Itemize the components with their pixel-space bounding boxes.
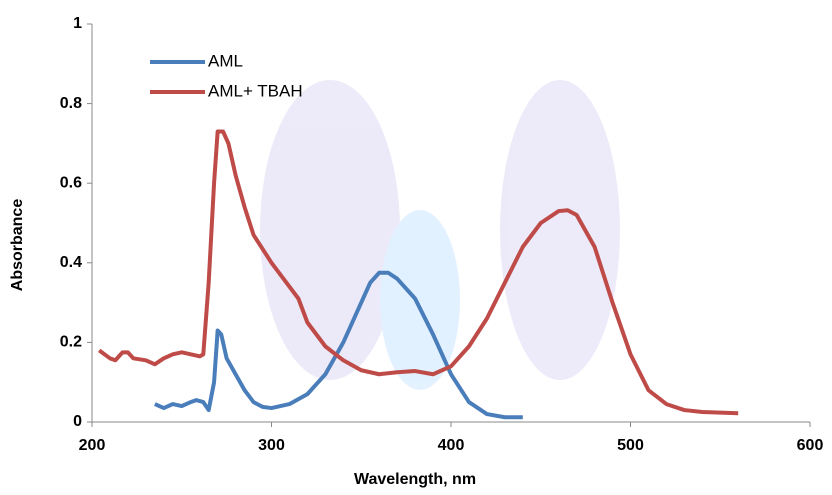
- x-tick-label: 400: [438, 437, 465, 454]
- y-tick-label: 0.6: [60, 174, 82, 191]
- y-tick-label: 0.8: [60, 95, 82, 112]
- legend: AML: [208, 51, 243, 70]
- y-tick-label: 0: [73, 413, 82, 430]
- x-tick-label: 300: [258, 437, 285, 454]
- x-tick-label: 200: [79, 437, 106, 454]
- data-line: [154, 270, 523, 420]
- y-axis-title: Absorbance: [9, 199, 26, 292]
- x-tick-label: 500: [617, 437, 644, 454]
- y-tick-label: 1: [73, 15, 82, 32]
- data-line: [97, 129, 739, 416]
- y-tick-label: 0.2: [60, 334, 82, 351]
- legend: AML+ TBAH: [208, 81, 303, 100]
- y-tick-label: 0.4: [60, 254, 82, 271]
- x-tick-label: 600: [797, 437, 824, 454]
- watermark: [260, 80, 620, 390]
- x-axis-title: Wavelength, nm: [354, 471, 476, 488]
